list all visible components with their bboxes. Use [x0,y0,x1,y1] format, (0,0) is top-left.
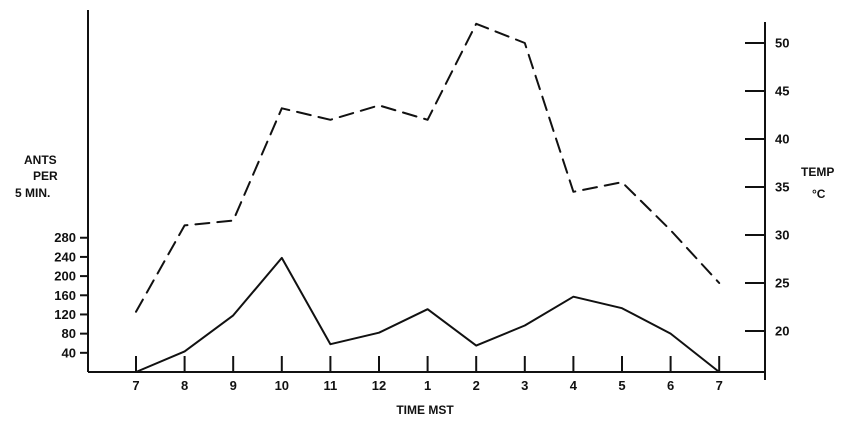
left-axis-title-line-1: ANTS [24,153,57,167]
left-tick-label: 280 [54,230,76,245]
x-tick-label: 2 [473,378,480,393]
x-tick-label: 10 [275,378,289,393]
x-tick-label: 5 [618,378,625,393]
ants-line-series [135,256,721,373]
left-tick-label: 40 [62,345,76,360]
x-tick-label: 7 [716,378,723,393]
right-tick-label: 30 [775,228,789,243]
right-tick-label: 25 [775,276,789,291]
x-tick-label: 3 [521,378,528,393]
x-tick-label: 4 [570,378,578,393]
left-tick-label: 240 [54,249,76,264]
left-tick-label: 200 [54,269,76,284]
series-group [135,22,721,373]
right-tick-label: 20 [775,324,789,339]
x-axis-title: TIME MST [396,403,454,417]
x-tick-label: 1 [424,378,431,393]
x-tick-label: 7 [132,378,139,393]
x-tick-label: 9 [230,378,237,393]
temperature-line-series [135,22,721,313]
left-axis-title-line-3: 5 MIN. [15,186,50,200]
right-tick-label: 45 [775,84,789,99]
right-tick-label: 40 [775,132,789,147]
axes-group [87,10,766,380]
x-tick-label: 12 [372,378,386,393]
left-tick-label: 80 [62,326,76,341]
x-tick-label: 6 [667,378,674,393]
right-tick-label: 35 [775,180,789,195]
x-tick-label: 11 [324,378,338,393]
right-axis-title-line-2: °C [812,187,826,201]
left-axis-title-line-2: PER [33,169,58,183]
left-tick-label: 120 [54,307,76,322]
right-axis-title-line-1: TEMP [801,165,834,179]
right-tick-label: 50 [775,36,789,51]
x-tick-label: 8 [181,378,188,393]
left-tick-label: 160 [54,288,76,303]
